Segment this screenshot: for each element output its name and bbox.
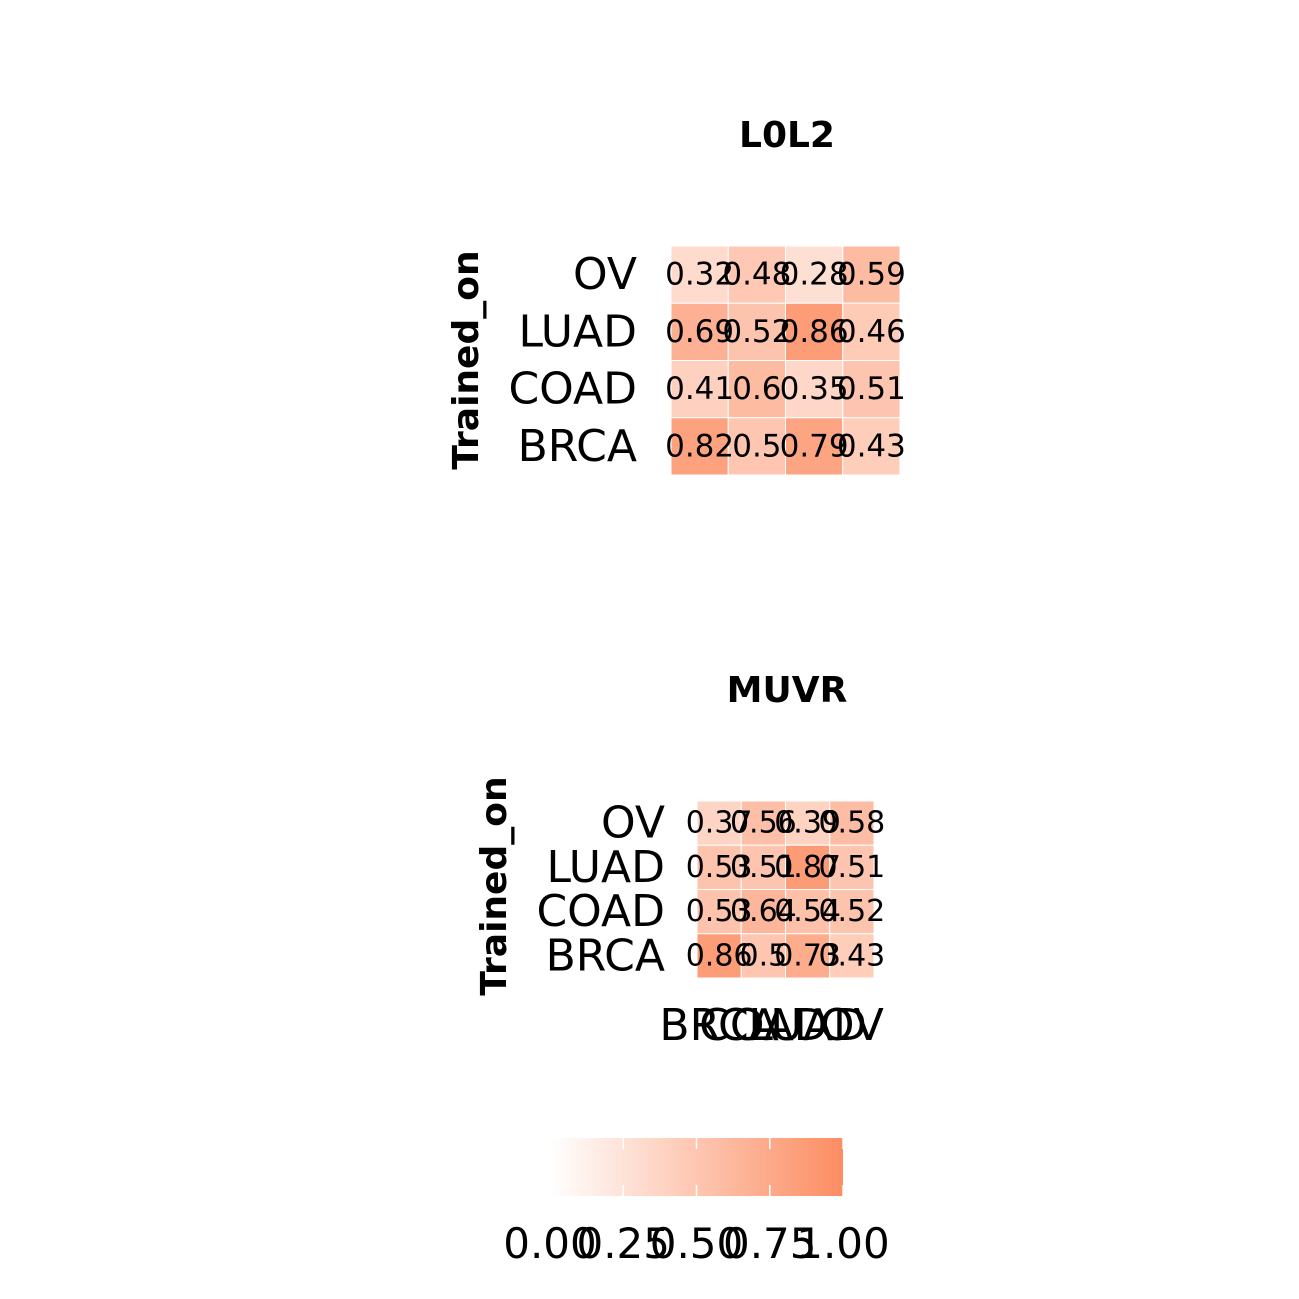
heatmap-cell xyxy=(727,302,786,361)
cell-value-label: 0.86 xyxy=(686,938,753,973)
heatmap-cell xyxy=(785,933,831,979)
y-tick-label-brca: BRCA xyxy=(518,421,637,472)
cell-value-label: 0.87 xyxy=(774,850,841,885)
heatmap-cell xyxy=(740,844,786,890)
panel-title: MUVR xyxy=(727,670,848,711)
heatmap-cell xyxy=(727,417,786,476)
x-tick-label-brca: BRCA xyxy=(659,1000,778,1051)
panel-title: L0L2 xyxy=(739,115,835,156)
x-tick-label-ov: OV xyxy=(820,1000,884,1051)
cell-value-label: 0.59 xyxy=(837,257,906,293)
x-tick-label-luad: LUAD xyxy=(748,1000,867,1051)
cell-value-label: 0.6 xyxy=(732,371,781,407)
legend-tick-label: 1.00 xyxy=(796,1219,890,1268)
heatmap-cell xyxy=(842,245,901,304)
legend-tick-labels: 0.000.250.500.751.00 xyxy=(503,1219,890,1268)
y-axis-title: Trained_on xyxy=(474,776,515,995)
y-tick-label-brca: BRCA xyxy=(546,930,665,981)
heatmap-cell xyxy=(829,800,875,846)
cell-value-label: 0.54 xyxy=(774,894,841,929)
cell-value-label: 0.5 xyxy=(740,938,788,973)
cell-value-label: 0.73 xyxy=(774,938,841,973)
heatmap-cell xyxy=(785,800,831,846)
cell-value-label: 0.52 xyxy=(818,894,885,929)
y-tick-labels: OV LUAD COAD BRCA xyxy=(508,249,637,472)
heatmap-cell xyxy=(785,245,844,304)
cell-value-label: 0.79 xyxy=(780,428,849,464)
heatmap-cell xyxy=(842,302,901,361)
heatmap-cell xyxy=(740,800,786,846)
cell-value-label: 0.37 xyxy=(686,806,753,841)
legend-tick-label: 0.50 xyxy=(650,1219,744,1268)
heatmap-cells xyxy=(670,245,901,476)
heatmap-cells xyxy=(696,800,875,979)
cell-value-label: 0.86 xyxy=(780,314,849,350)
heatmap-cell xyxy=(842,417,901,476)
color-legend: 0.000.250.500.751.00 xyxy=(503,1138,890,1268)
y-tick-label-ov: OV xyxy=(573,249,637,300)
cell-value-label: 0.51 xyxy=(818,850,885,885)
y-tick-label-coad: COAD xyxy=(536,886,665,937)
cell-value-labels: 0.370.560.390.580.530.510.870.510.530.64… xyxy=(686,806,886,974)
heatmap-cell xyxy=(670,417,729,476)
cell-value-label: 0.32 xyxy=(665,257,734,293)
cell-value-label: 0.56 xyxy=(730,806,797,841)
cell-value-label: 0.41 xyxy=(665,371,734,407)
legend-tick-marks xyxy=(549,1138,844,1196)
heatmap-cell xyxy=(727,360,786,419)
cell-value-label: 0.64 xyxy=(730,894,797,929)
cell-value-label: 0.58 xyxy=(818,806,885,841)
y-tick-label-ov: OV xyxy=(601,798,665,849)
cell-value-label: 0.51 xyxy=(730,850,797,885)
cell-value-label: 0.51 xyxy=(837,371,906,407)
cell-value-label: 0.39 xyxy=(774,806,841,841)
cell-value-label: 0.48 xyxy=(722,257,791,293)
cell-value-label: 0.53 xyxy=(686,850,753,885)
cell-value-label: 0.43 xyxy=(818,938,885,973)
heatmap-cell xyxy=(829,933,875,979)
cell-value-label: 0.53 xyxy=(686,894,753,929)
x-tick-label-coad: COAD xyxy=(699,1000,828,1051)
heatmap-cell xyxy=(785,417,844,476)
heatmap-cell xyxy=(842,360,901,419)
heatmap-cell xyxy=(696,933,742,979)
legend-tick-label: 0.75 xyxy=(723,1219,817,1268)
heatmap-cell xyxy=(696,889,742,935)
cell-value-labels: 0.320.480.280.590.690.520.860.460.410.60… xyxy=(665,257,906,465)
cell-value-label: 0.46 xyxy=(837,314,906,350)
heatmap-cell xyxy=(785,844,831,890)
y-tick-label-luad: LUAD xyxy=(546,842,665,893)
cell-value-label: 0.69 xyxy=(665,314,734,350)
cell-value-label: 0.52 xyxy=(722,314,791,350)
legend-tick-label: 0.25 xyxy=(576,1219,670,1268)
cell-value-label: 0.5 xyxy=(732,428,781,464)
cell-value-label: 0.28 xyxy=(780,257,849,293)
y-tick-label-coad: COAD xyxy=(508,364,637,415)
y-tick-label-luad: LUAD xyxy=(518,306,637,357)
heatmap-cell xyxy=(727,245,786,304)
cell-value-label: 0.35 xyxy=(780,371,849,407)
y-axis-title: Trained_on xyxy=(446,250,487,469)
cell-value-label: 0.43 xyxy=(837,428,906,464)
heatmap-cell xyxy=(829,844,875,890)
cell-value-label: 0.82 xyxy=(665,428,734,464)
heatmap-cell xyxy=(785,889,831,935)
legend-tick-label: 0.00 xyxy=(503,1219,597,1268)
heatmap-cell xyxy=(696,800,742,846)
